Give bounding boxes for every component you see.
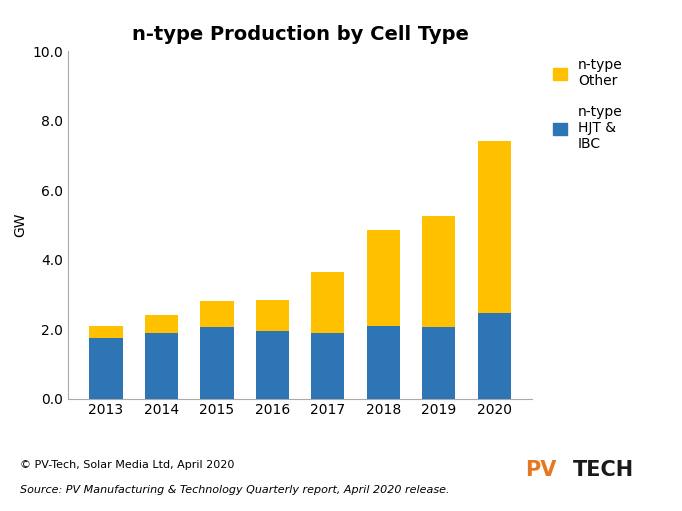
Bar <box>89 338 123 399</box>
Text: PV: PV <box>525 460 557 480</box>
Bar <box>256 331 289 399</box>
Title: n-type Production by Cell Type: n-type Production by Cell Type <box>132 25 469 44</box>
Legend: n-type
Other, n-type
HJT &
IBC: n-type Other, n-type HJT & IBC <box>553 58 623 151</box>
Bar <box>89 326 123 338</box>
Bar <box>256 299 289 331</box>
Text: TECH: TECH <box>573 460 634 480</box>
Bar <box>422 328 456 399</box>
Bar <box>311 333 344 399</box>
Bar <box>145 333 178 399</box>
Bar <box>477 142 511 313</box>
Bar <box>201 328 233 399</box>
Bar <box>367 326 400 399</box>
Bar <box>422 216 456 328</box>
Bar <box>477 313 511 399</box>
Bar <box>145 315 178 333</box>
Text: © PV-Tech, Solar Media Ltd, April 2020: © PV-Tech, Solar Media Ltd, April 2020 <box>20 460 235 470</box>
Bar <box>201 301 233 328</box>
Bar <box>311 272 344 333</box>
Y-axis label: GW: GW <box>13 213 27 237</box>
Text: Source: PV Manufacturing & Technology Quarterly report, April 2020 release.: Source: PV Manufacturing & Technology Qu… <box>20 485 450 496</box>
Bar <box>367 230 400 326</box>
